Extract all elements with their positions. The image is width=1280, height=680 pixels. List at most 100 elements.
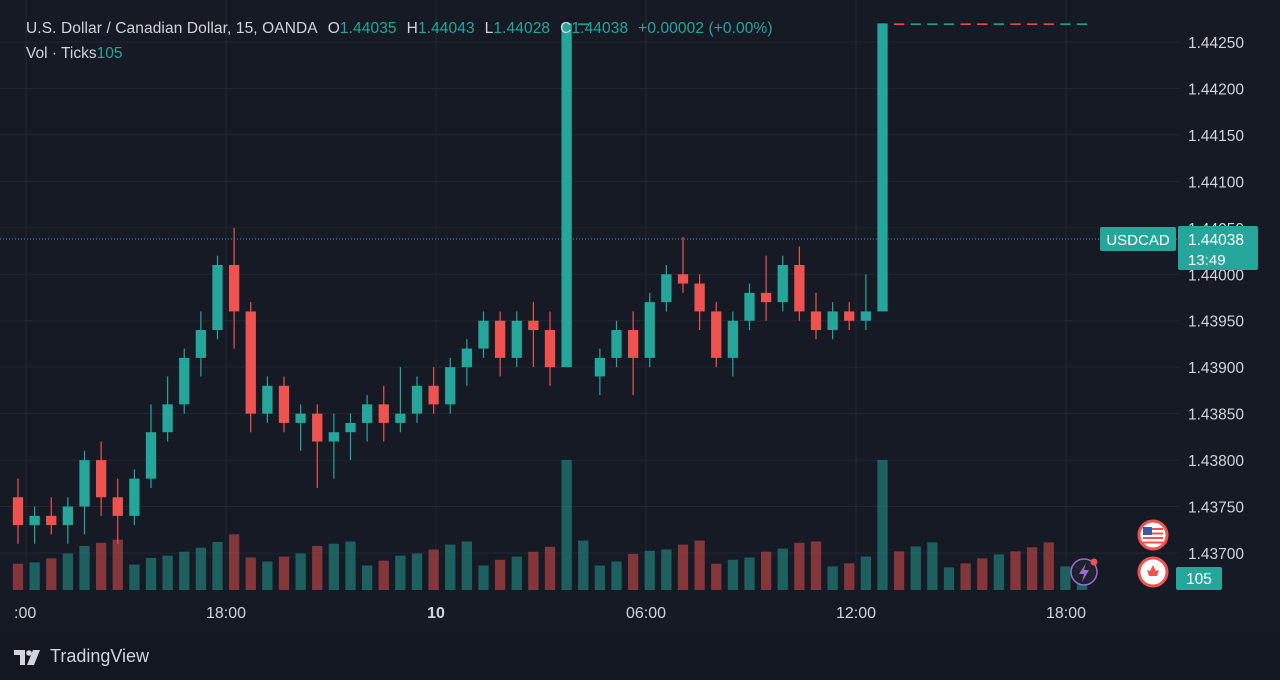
candle-body: [328, 432, 340, 442]
symbol-description[interactable]: U.S. Dollar / Canadian Dollar, 15, OANDA: [26, 20, 318, 37]
volume-bar: [611, 561, 622, 590]
volume-bar: [943, 567, 955, 590]
high-label: H: [406, 20, 418, 37]
candle-body: [627, 330, 639, 358]
x-tick-label: 06:00: [626, 605, 666, 622]
candle-body: [977, 23, 988, 25]
candle-body: [411, 385, 423, 414]
volume-bar: [395, 555, 406, 590]
candle-body: [661, 274, 672, 303]
candle-body: [760, 292, 772, 303]
volume-bar: [993, 554, 1005, 590]
y-tick-label: 1.44150: [1188, 128, 1244, 145]
volume-bar: [195, 547, 207, 590]
x-tick-label: 18:00: [206, 605, 246, 622]
volume-bar: [860, 556, 872, 590]
volume-bar: [145, 557, 157, 590]
volume-bar: [378, 560, 389, 590]
candle-body: [79, 460, 90, 507]
candle-body: [810, 311, 822, 331]
volume-bar: [445, 544, 456, 590]
volume-bar: [29, 562, 40, 590]
candle-body: [644, 302, 655, 358]
volume-bar: [877, 460, 888, 590]
tradingview-brand[interactable]: TradingView: [14, 646, 149, 667]
us-flag-stripe: [1143, 541, 1163, 544]
volume-bar: [361, 565, 373, 590]
candle-body: [594, 357, 606, 377]
last-price-value: 1.44038: [1188, 232, 1244, 249]
candle-body: [860, 311, 872, 321]
candle-body: [162, 404, 173, 433]
candle-body: [228, 264, 240, 312]
y-tick-label: 1.44250: [1188, 35, 1244, 52]
x-tick-label: 12:00: [836, 605, 876, 622]
volume-bar: [112, 539, 123, 590]
volume-bar: [411, 553, 423, 590]
countdown-value: 13:49: [1188, 252, 1226, 269]
candle-body: [578, 23, 589, 25]
volume-bar: [977, 558, 988, 590]
candle-body: [494, 320, 506, 358]
volume-tag-value: 105: [1186, 571, 1212, 588]
volume-bar: [245, 557, 256, 590]
volume-bar: [428, 549, 439, 590]
candle-body: [694, 283, 705, 312]
volume-label[interactable]: Vol · Ticks: [26, 45, 97, 62]
volume-bar: [162, 555, 173, 590]
candle-body: [212, 264, 223, 331]
volume-bar: [561, 460, 572, 590]
y-tick-label: 1.43750: [1188, 500, 1244, 517]
y-tick-label: 1.43800: [1188, 453, 1244, 470]
volume-bar: [212, 541, 223, 590]
candle-body: [611, 330, 622, 358]
volume-bar: [1026, 547, 1038, 590]
volume-bar: [62, 553, 74, 590]
candle-body: [927, 23, 938, 25]
close-value: 1.44038: [571, 20, 629, 37]
volume-bar: [1043, 542, 1054, 590]
candle-body: [345, 422, 356, 433]
volume-bar: [12, 563, 24, 590]
candle-body: [46, 515, 57, 526]
candle-body: [395, 413, 406, 423]
candle-body: [1010, 23, 1021, 25]
volume-bar: [910, 546, 921, 590]
candle-body: [744, 292, 755, 321]
us-flag-stripe: [1143, 532, 1163, 535]
volume-bar: [544, 546, 556, 590]
candle-body: [677, 274, 689, 284]
volume-bar: [827, 566, 838, 590]
volume-bar: [295, 553, 306, 590]
volume-bar: [661, 549, 672, 590]
volume-bar: [627, 553, 639, 590]
close-label: C: [560, 20, 572, 37]
candle-body: [428, 385, 439, 405]
volume-bar: [528, 551, 539, 590]
volume-bar: [262, 561, 273, 590]
candle-body: [727, 320, 739, 358]
candle-body: [544, 330, 556, 368]
volume-bar: [46, 558, 57, 590]
candle-body: [478, 320, 489, 349]
candle-body: [12, 497, 24, 526]
candle-body: [145, 432, 157, 479]
volume-legend-value: 105: [96, 45, 123, 62]
volume-tag: [1176, 567, 1222, 590]
candle-body: [378, 404, 389, 423]
candle-body: [960, 23, 971, 25]
volume-bar: [129, 564, 140, 590]
volume-bar: [694, 540, 705, 590]
volume-bar: [893, 551, 905, 590]
x-tick-label: 18:00: [1046, 605, 1086, 622]
candle-body: [1043, 23, 1054, 25]
candle-body: [62, 506, 74, 526]
lightning-bolt: [1079, 563, 1089, 582]
candle-body: [95, 460, 107, 498]
volume-bar: [79, 545, 90, 590]
volume-bar: [1010, 551, 1021, 590]
y-tick-label: 1.43900: [1188, 360, 1244, 377]
candle-body: [29, 515, 40, 526]
candle-body: [461, 348, 473, 368]
